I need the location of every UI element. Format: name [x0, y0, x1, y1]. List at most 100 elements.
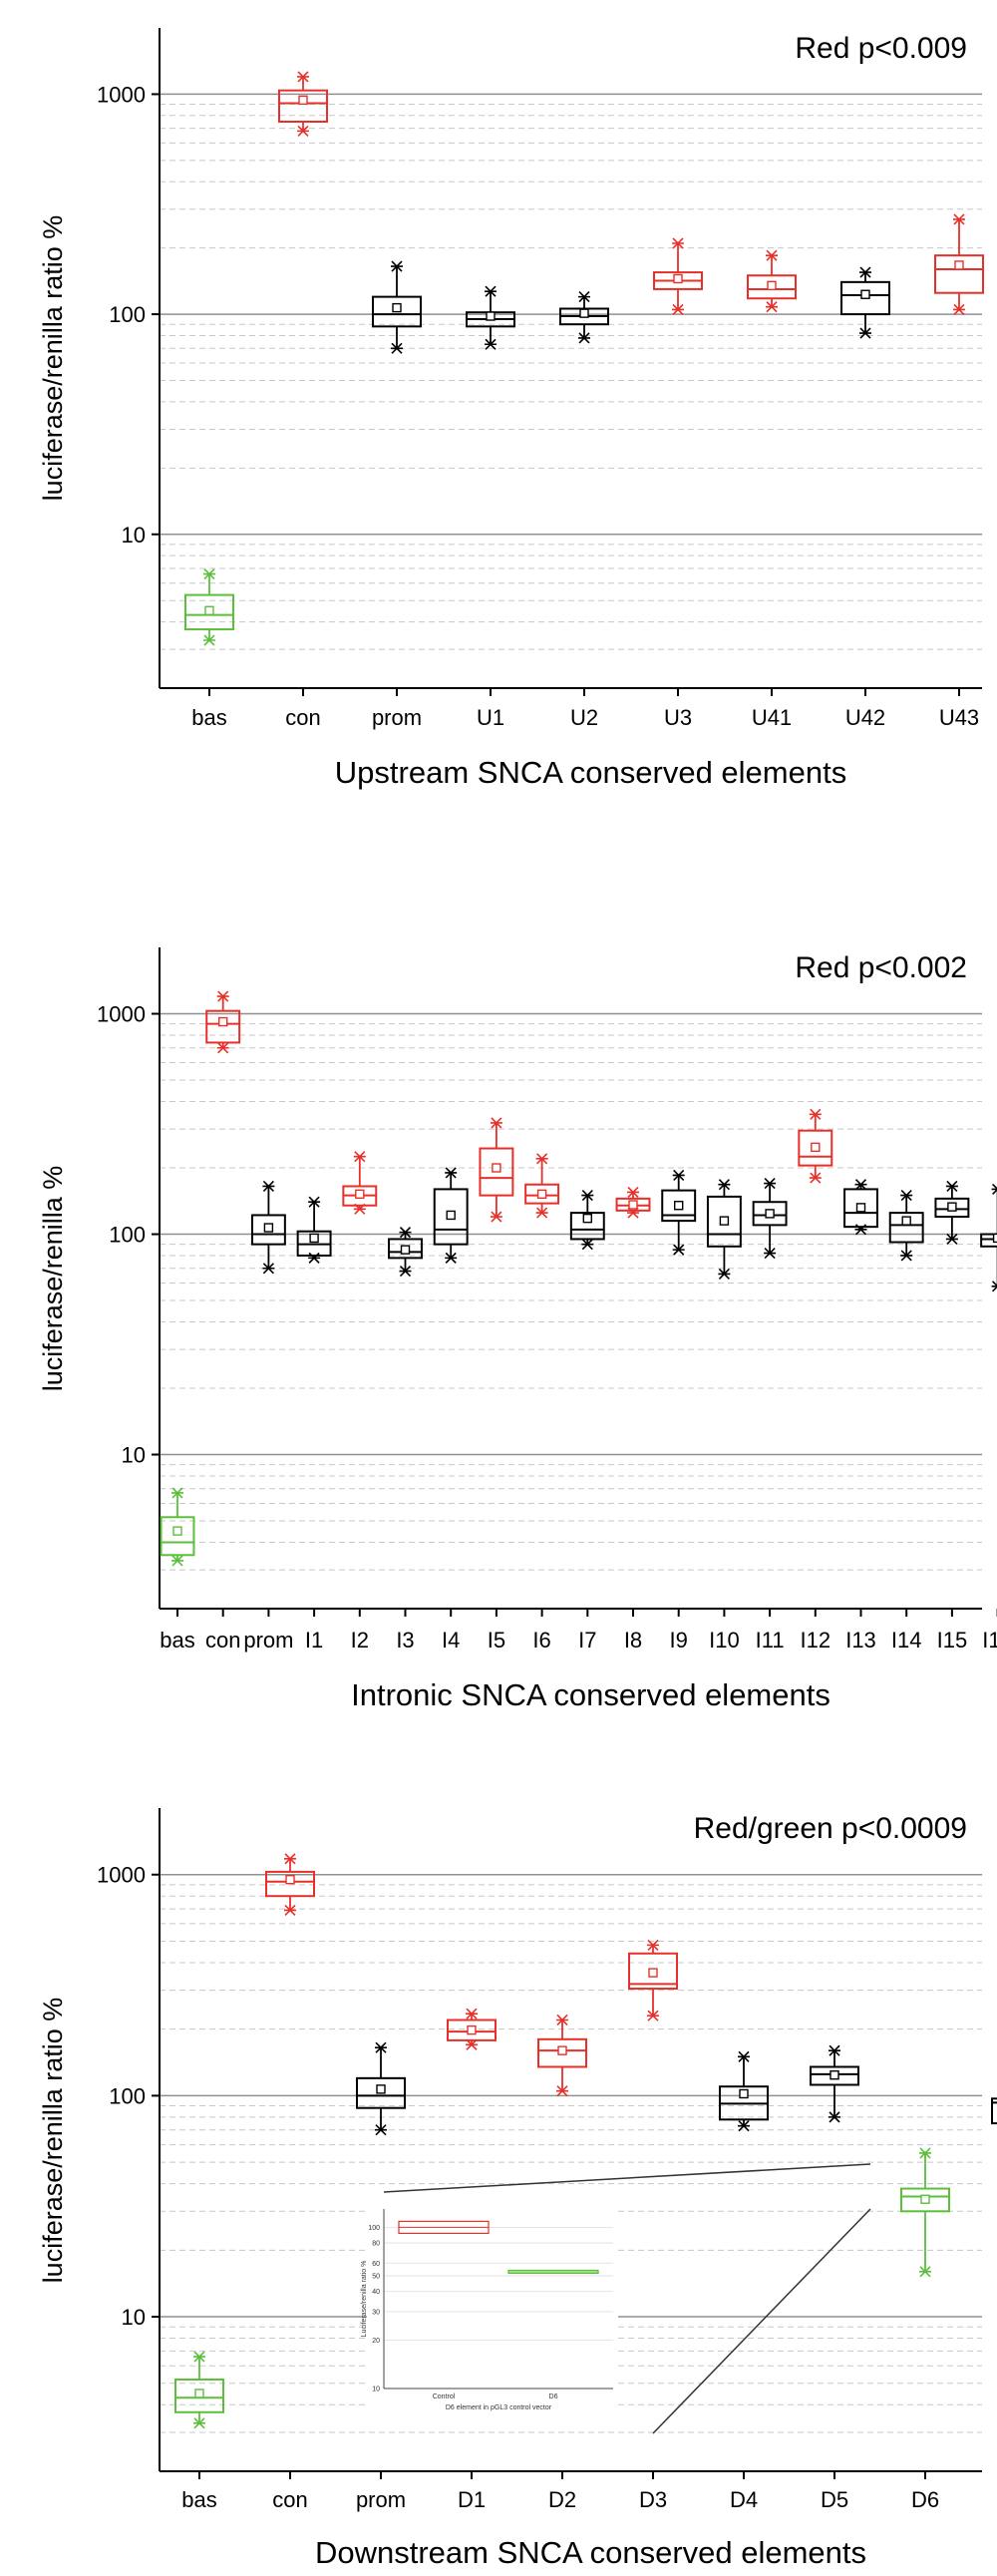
iqr-box [479, 1147, 514, 1197]
x-tick-label: U41 [752, 705, 792, 730]
box-U2: U2 [559, 291, 609, 730]
x-tick-label: I1 [305, 1628, 323, 1653]
iqr-box [991, 2097, 997, 2125]
min-marker [216, 1042, 229, 1054]
min-marker [627, 1207, 639, 1219]
min-marker [581, 1239, 594, 1251]
y-axis-title: luciferase/renilla ratio % [38, 1998, 68, 2284]
y-tick-label: 1000 [97, 1002, 146, 1027]
mean-marker [392, 302, 402, 313]
x-tick-label: I9 [670, 1628, 688, 1653]
min-marker [764, 1248, 777, 1260]
min-marker [945, 1233, 958, 1246]
box-U43: U43 [934, 213, 984, 730]
iqr-box [661, 1189, 697, 1223]
x-tick-label: D6 [911, 2487, 939, 2512]
box-con: con [265, 1853, 315, 2512]
inset-y-tick-label: 10 [372, 2387, 380, 2393]
iqr-box [934, 254, 984, 294]
max-marker [672, 1169, 685, 1182]
mean-marker [765, 1209, 775, 1219]
max-marker [766, 249, 778, 261]
iqr-box [900, 2187, 950, 2213]
mean-marker [739, 2088, 749, 2099]
min-marker [953, 303, 965, 315]
box-bas: bas [174, 2351, 224, 2512]
x-tick-label: bas [191, 705, 226, 730]
min-marker [578, 332, 590, 344]
iqr-box [174, 2379, 224, 2413]
chart-panel-3: 101001000basconpromD1D2D3D4D5D6D7D8Red/g… [38, 1808, 997, 2570]
max-marker [900, 1190, 913, 1202]
max-marker [193, 2351, 205, 2363]
y-tick-label: 1000 [97, 1863, 146, 1888]
box-I3: I3 [388, 1227, 423, 1653]
min-marker [375, 2124, 387, 2136]
iqr-box [840, 280, 890, 316]
min-marker [900, 1250, 913, 1262]
box-I16: I16 [980, 1183, 997, 1653]
min-marker [556, 2085, 568, 2097]
iqr-box [433, 1188, 469, 1246]
inset-connector [652, 2208, 871, 2434]
min-marker [203, 634, 215, 646]
max-marker [859, 266, 871, 278]
min-marker [193, 2417, 205, 2429]
x-tick-label: con [272, 2487, 307, 2512]
box-D6: D6 [900, 2147, 950, 2512]
box-D4: D4 [719, 2050, 769, 2512]
box-I1: I1 [296, 1196, 332, 1653]
x-tick-label: I10 [709, 1628, 740, 1653]
x-tick-label: D2 [548, 2487, 576, 2512]
mean-marker [536, 1189, 547, 1200]
x-tick-label: D1 [458, 2487, 486, 2512]
box-I4: I4 [433, 1167, 469, 1653]
y-axis-title: luciferase/renilla ratio % [38, 215, 68, 502]
x-tick-label: D4 [730, 2487, 758, 2512]
min-marker [490, 1211, 502, 1223]
x-tick-label: bas [160, 1628, 194, 1653]
box-U41: U41 [747, 249, 797, 730]
box-prom: prom [243, 1180, 293, 1653]
iqr-box [798, 1129, 833, 1167]
min-marker [308, 1252, 321, 1264]
mean-marker [298, 95, 308, 106]
max-marker [216, 990, 229, 1002]
x-tick-label: I11 [756, 1628, 785, 1653]
min-marker [466, 2038, 478, 2050]
max-marker [466, 2008, 478, 2020]
x-tick-label: I8 [624, 1628, 642, 1653]
min-marker [859, 327, 871, 339]
box-bas: bas [160, 1487, 195, 1653]
x-tick-label: I12 [801, 1628, 831, 1653]
min-marker [809, 1172, 822, 1184]
x-tick-label: I14 [891, 1628, 922, 1653]
mean-marker [673, 273, 683, 284]
x-tick-label: U43 [939, 705, 979, 730]
iqr-box [160, 1516, 195, 1557]
max-marker [556, 2014, 568, 2026]
x-tick-label: D3 [639, 2487, 667, 2512]
box-I6: I6 [524, 1153, 560, 1653]
iqr-box [569, 1212, 605, 1241]
inset-x-tick-label: Control [433, 2393, 456, 2400]
x-tick-label: U2 [570, 705, 598, 730]
max-marker [578, 291, 590, 303]
max-marker [809, 1108, 822, 1120]
mean-marker [486, 311, 496, 321]
x-tick-label: prom [372, 705, 422, 730]
mean-marker [947, 1202, 957, 1212]
box-I11: I11 [752, 1178, 788, 1653]
max-marker [391, 260, 403, 272]
mean-marker [355, 1189, 365, 1200]
box-D2: D2 [537, 2014, 587, 2512]
min-marker [284, 1904, 296, 1917]
max-marker [764, 1178, 777, 1190]
x-tick-label: I7 [578, 1628, 596, 1653]
max-marker [738, 2050, 750, 2062]
box-I5: I5 [479, 1117, 514, 1653]
max-marker [284, 1853, 296, 1865]
max-marker [854, 1179, 867, 1191]
mean-marker [263, 1223, 274, 1233]
